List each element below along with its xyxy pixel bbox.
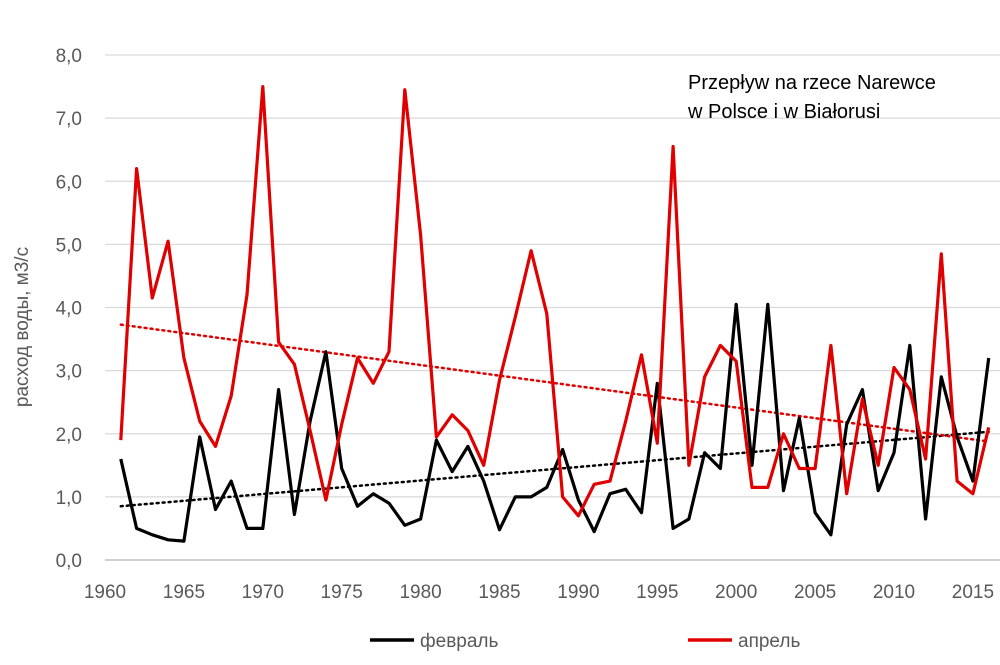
x-tick-label: 1965 [163,582,205,603]
trendline-april [119,323,990,443]
series-lines [119,84,991,543]
legend: февраль апрель [370,631,800,652]
chart-title: Przepływ na rzece Narewce w Polsce i w B… [687,72,936,123]
x-tick-label: 1960 [84,582,126,603]
y-tick-label: 7,0 [56,109,82,130]
x-tick-label: 2005 [794,582,836,603]
legend-label-february: февраль [420,631,499,652]
x-tick-label: 1975 [321,582,363,603]
x-tick-label: 2000 [715,582,757,603]
chart-title-line-2: w Polsce i w Białorusi [687,101,880,123]
y-axis-label: расход воды, м3/с [12,247,33,407]
x-tick-label: 1980 [399,582,441,603]
y-tick-label: 6,0 [56,172,82,193]
legend-item-february: февраль [370,631,499,652]
chart-title-line-1: Przepływ na rzece Narewce [688,72,936,94]
series-line-april [119,84,991,518]
x-tick-label: 1995 [636,582,678,603]
y-tick-label: 4,0 [56,299,82,320]
x-axis-ticks: 1960 1965 1970 1975 1980 1985 1990 1995 2000 2005… [84,582,994,603]
y-tick-label: 0,0 [56,551,82,572]
x-tick-label: 2010 [873,582,915,603]
x-tick-label: 1990 [557,582,599,603]
y-tick-label: 1,0 [56,488,82,509]
legend-item-april: апрель [688,631,800,652]
y-tick-label: 2,0 [56,425,82,446]
y-tick-label: 8,0 [56,46,82,67]
y-tick-label: 5,0 [56,235,82,256]
series-line-february [119,302,991,543]
y-tick-label: 3,0 [56,362,82,383]
x-tick-label: 1970 [242,582,284,603]
y-axis-ticks: 0,0 1,0 2,0 3,0 4,0 5,0 6,0 7,0 8,0 [56,46,82,572]
x-tick-label: 1985 [478,582,520,603]
x-tick-label: 2015 [952,582,994,603]
legend-label-april: апрель [738,631,800,652]
